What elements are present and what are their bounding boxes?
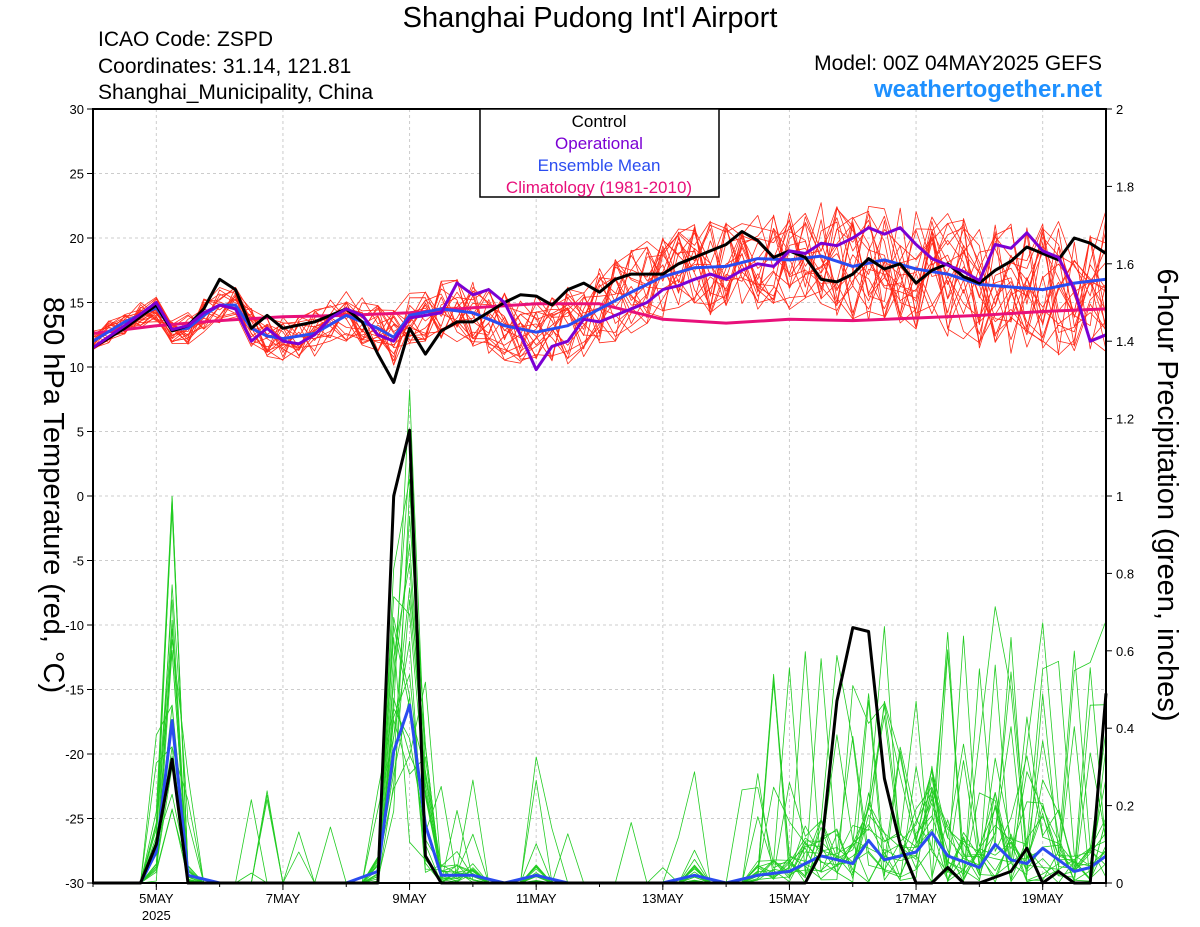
site-link[interactable]: weathertogether.net (873, 76, 1102, 103)
left-axis-title: 850 hPa Temperature (red, °C) (37, 297, 69, 693)
temp-member-line (92, 205, 1107, 358)
x-tick-sublabel: 2025 (142, 908, 171, 923)
x-tick-label: 13MAY (642, 891, 684, 906)
left-tick-label: 0 (77, 489, 84, 504)
left-tick-label: -20 (65, 747, 84, 762)
right-tick-label: 1 (1116, 489, 1123, 504)
left-tick-label: 25 (70, 167, 84, 182)
left-tick-label: -25 (65, 812, 84, 827)
precip-member-line (93, 515, 1107, 884)
right-tick-label: 1.8 (1116, 179, 1134, 194)
left-tick-label: -30 (65, 876, 84, 891)
x-tick-label: 17MAY (895, 891, 937, 906)
x-tick-label: 19MAY (1022, 891, 1064, 906)
left-tick-label: 20 (70, 231, 84, 246)
temp-member-line (92, 222, 1107, 366)
right-tick-label: 1.6 (1116, 257, 1134, 272)
right-tick-label: 0.8 (1116, 566, 1134, 581)
precip-member-line (93, 463, 1107, 884)
precip-member-line (93, 649, 1107, 884)
precip-control-line (93, 428, 1108, 885)
left-tick-label: -10 (65, 618, 84, 633)
x-tick-label: 9MAY (392, 891, 427, 906)
chart-title: Shanghai Pudong Int'l Airport (402, 2, 778, 34)
temp-operational-line (92, 226, 1107, 372)
right-tick-label: 2 (1116, 102, 1123, 117)
left-tick-label: 30 (70, 102, 84, 117)
temp-member-line (92, 207, 1107, 359)
legend-entry: Ensemble Mean (538, 156, 661, 175)
left-axis-ticks: 30 25 20 15 10 5 0 -5 -10 -15 -20 -25 -30 (65, 102, 93, 891)
x-tick-label: 7MAY (266, 891, 301, 906)
legend-entry: Climatology (1981-2010) (506, 178, 692, 197)
coordinates: Coordinates: 31.14, 121.81 (98, 55, 352, 78)
x-tick-label: 15MAY (769, 891, 811, 906)
temp-member-line (92, 210, 1107, 365)
right-tick-label: 0.6 (1116, 644, 1134, 659)
left-tick-label: -5 (72, 554, 84, 569)
legend-entry: Control (572, 112, 627, 131)
right-tick-label: 0 (1116, 876, 1123, 891)
precip-member-line (93, 389, 1107, 884)
right-tick-label: 0.4 (1116, 721, 1134, 736)
left-tick-label: 5 (77, 425, 84, 440)
gridlines (93, 109, 1106, 883)
left-tick-label: 10 (70, 360, 84, 375)
x-tick-label: 5MAY (139, 891, 174, 906)
legend-box (479, 108, 720, 198)
right-axis-ticks: 2 1.8 1.6 1.4 1.2 1 0.8 0.6 0.4 0.2 0 (1106, 102, 1134, 891)
right-axis-title: 6-hour Precipitation (green, inches) (1151, 269, 1183, 722)
temp-members (92, 202, 1107, 366)
model-run: Model: 00Z 04MAY2025 GEFS (814, 52, 1102, 75)
x-axis-ticks: 5MAY 2025 7MAY 9MAY 11MAY 13MAY 15MAY 17MAY 19MA… (92, 883, 1107, 923)
location: Shanghai_Municipality, China (98, 81, 374, 104)
precip-members (93, 389, 1107, 884)
icao-code: ICAO Code: ZSPD (98, 28, 274, 51)
right-tick-label: 0.2 (1116, 799, 1134, 814)
right-tick-label: 1.4 (1116, 334, 1134, 349)
left-tick-label: 15 (70, 296, 84, 311)
precip-member-line (93, 511, 1107, 884)
x-tick-label: 11MAY (516, 891, 557, 906)
right-tick-label: 1.2 (1116, 412, 1134, 427)
legend: Control Operational Ensemble Mean Climatolo… (479, 108, 720, 198)
precip-member-line (93, 637, 1107, 884)
left-tick-label: -15 (65, 683, 84, 698)
legend-entry: Operational (555, 134, 643, 153)
